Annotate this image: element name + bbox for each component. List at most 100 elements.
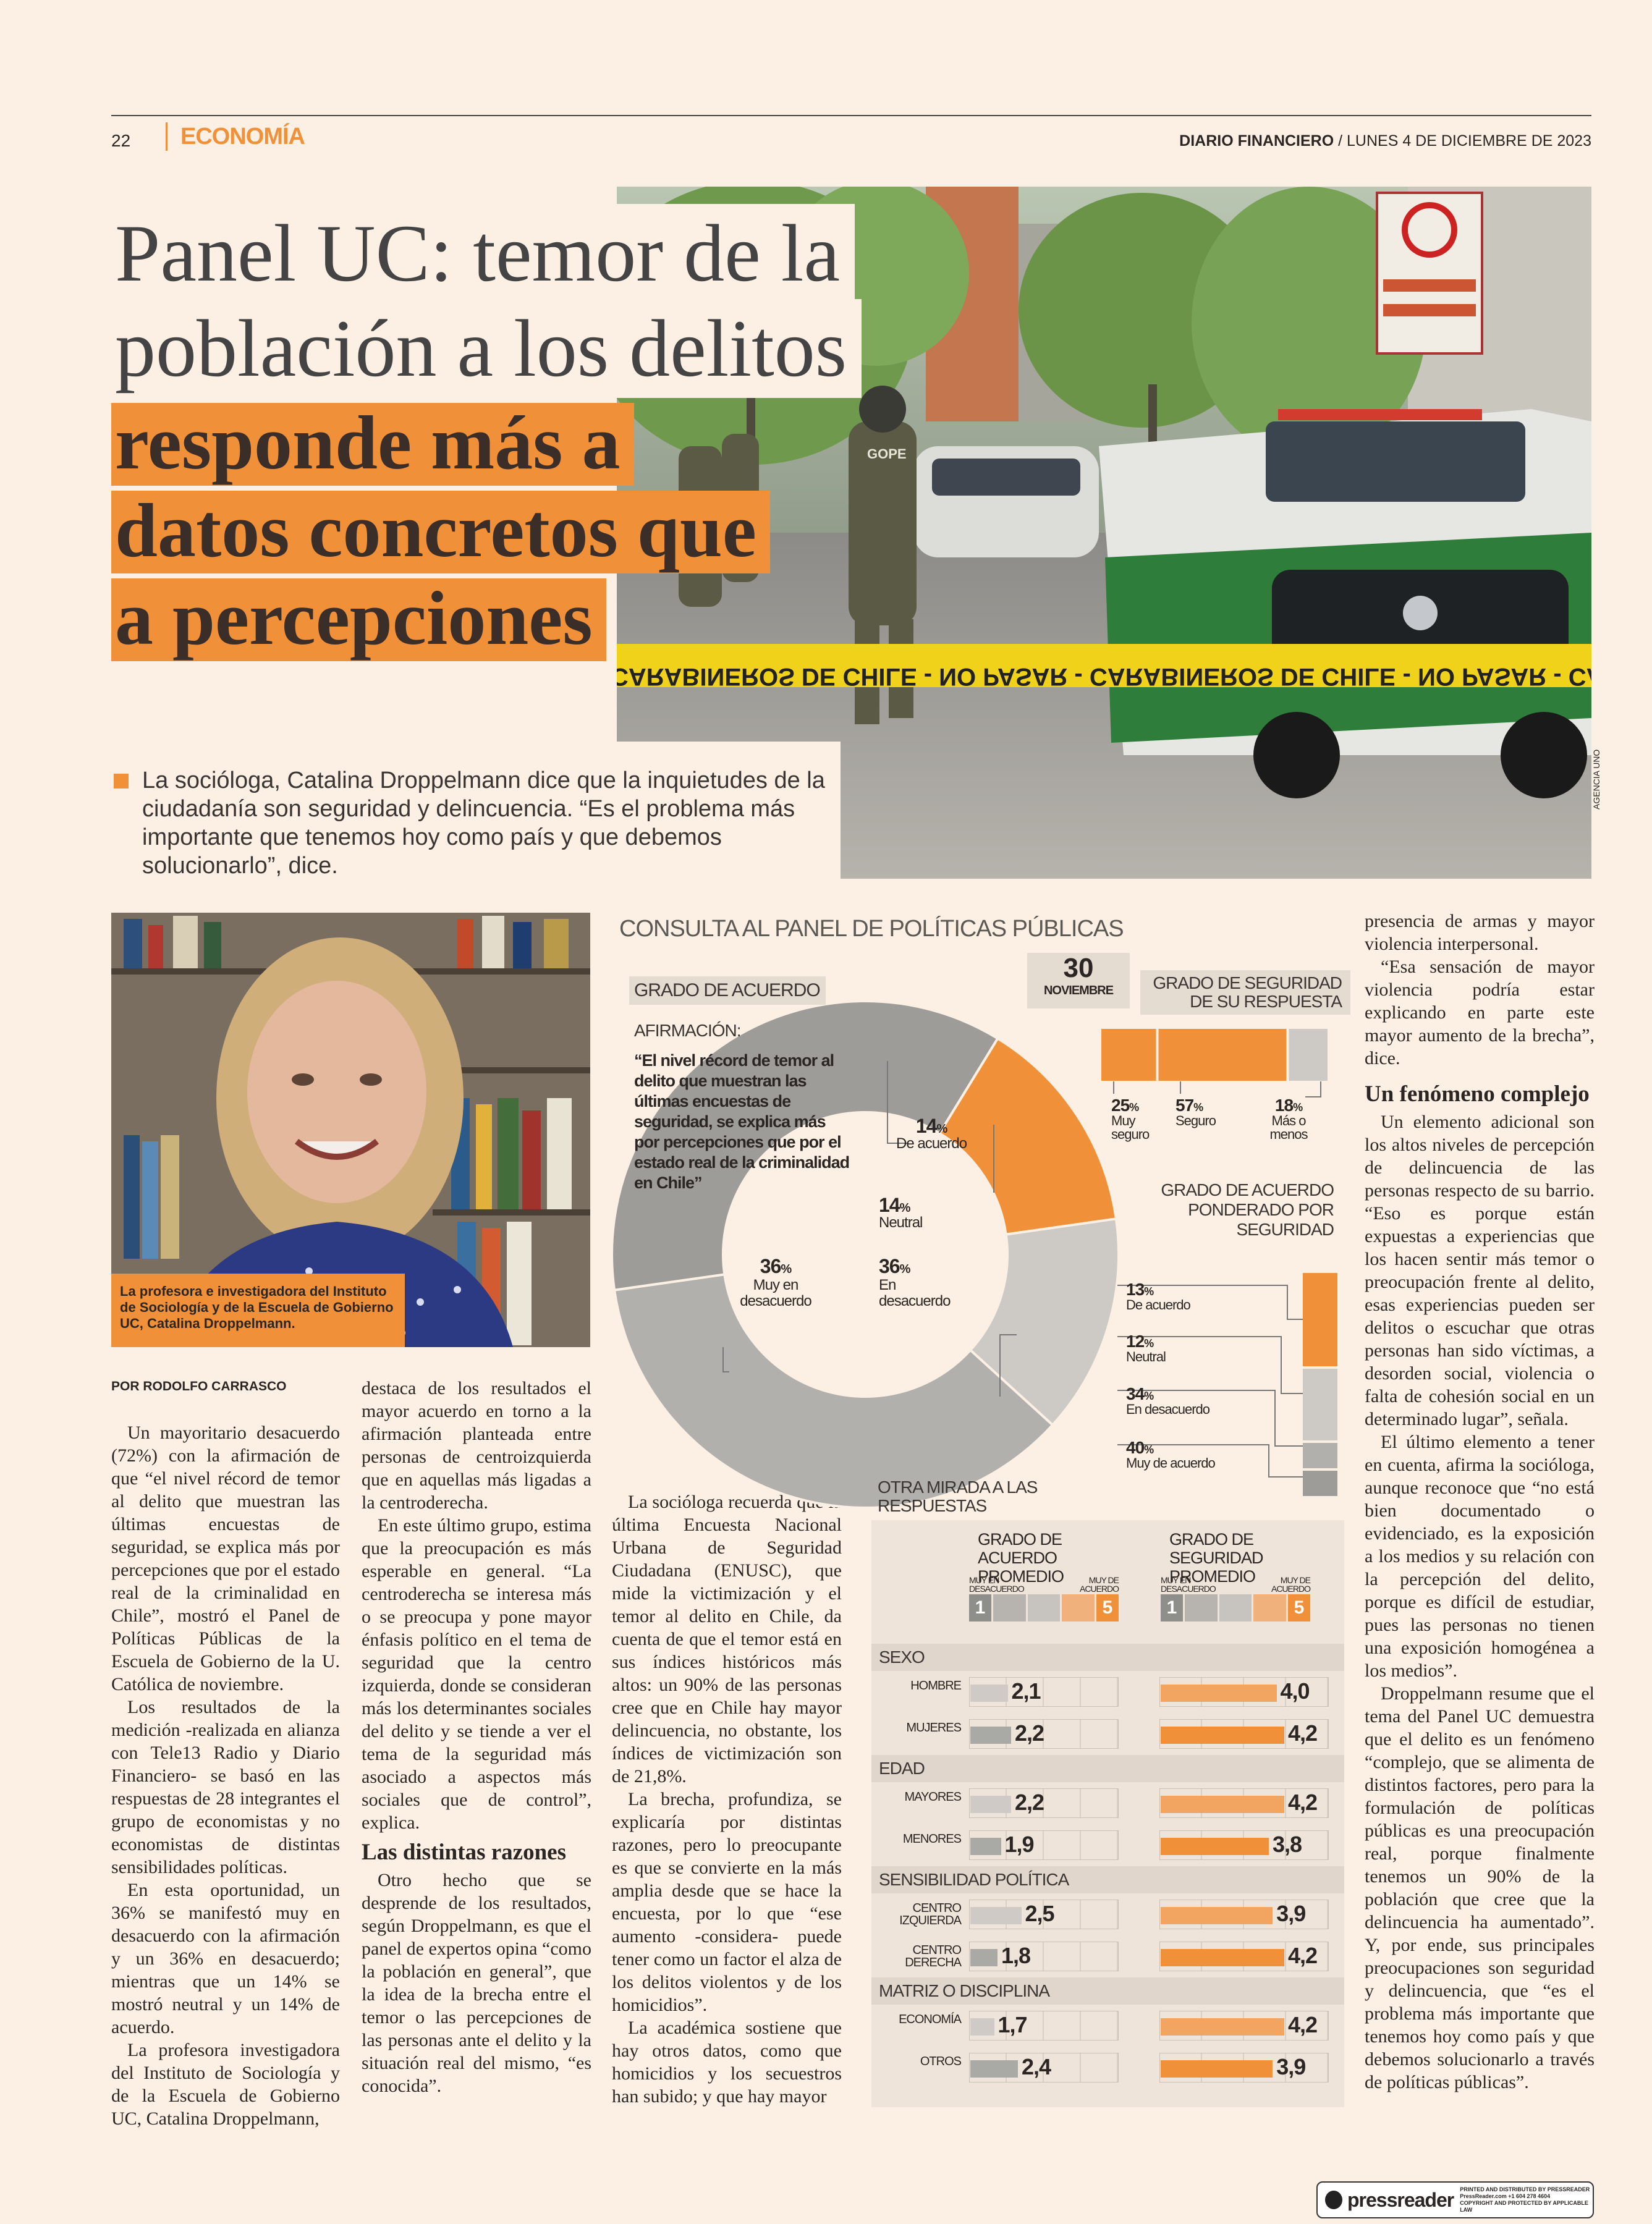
sec-bar	[1161, 1949, 1284, 1966]
lead-box	[111, 742, 841, 879]
col4-paragraph: presencia de armas y mayor violencia int…	[1365, 911, 1595, 954]
lead-text: La socióloga, Catalina Droppelmann dice …	[142, 767, 825, 879]
cat-de-acuerdo: De acuerdo	[896, 1135, 967, 1152]
other-title: OTRA MIRADA A LAS RESPUESTAS	[878, 1478, 1038, 1515]
infographic: CONSULTA AL PANEL DE POLÍTICAS PÚBLICAS …	[612, 908, 1350, 2120]
affirmation-text: “El nivel récord de temor al delito que …	[634, 1051, 850, 1192]
table-row: OTROS 2,4 3,9	[871, 2047, 1344, 2089]
agree-bar	[970, 1949, 998, 1966]
col4-paragraph: Un elemento adicional son los altos nive…	[1365, 1112, 1595, 1429]
cat-en-desacuerdo: En desacuerdo	[879, 1277, 951, 1309]
agree-bar	[970, 2060, 1018, 2078]
donut-slice-muy-en-desacuerdo	[612, 1000, 1000, 1292]
agree-value: 2,2	[1015, 1720, 1044, 1746]
sec-bar	[1161, 1727, 1284, 1744]
agree-scale: MUY EN DESACUERDO MUY DE ACUERDO 1 5	[969, 1576, 1119, 1621]
weighted-bar-muy-de-acuerdo	[1303, 1471, 1337, 1496]
sec-value: 18	[1274, 1096, 1294, 1115]
date-month: NOVIEMBRE	[1043, 984, 1114, 997]
w-label-4: 40% Muy de acuerdo	[1126, 1439, 1216, 1471]
headline-line2: población a los delitos	[111, 299, 862, 398]
header-rule	[111, 115, 1591, 116]
pct-sign: %	[936, 1122, 947, 1136]
date-box: 30 NOVIEMBRE	[1027, 953, 1130, 1008]
col4-paragraph: El último elemento a tener en cuenta, af…	[1365, 1432, 1595, 1681]
vest-label: GOPE	[867, 446, 907, 462]
affirmation-label: AFIRMACIÓN:	[634, 1021, 742, 1040]
col1-paragraph: Los resultados de la medición -realizada…	[111, 1697, 340, 1877]
cat-neutral: Neutral	[879, 1214, 923, 1231]
portrait-caption-text: La profesora e investigadora del Institu…	[120, 1283, 394, 1331]
section-name: ECONOMÍA	[180, 124, 305, 150]
label-muy-desacuerdo: 36% Muy en desacuerdo	[723, 1256, 828, 1309]
agree-avg-title: GRADO DE ACUERDO PROMEDIO	[978, 1530, 1064, 1586]
scale-min: 1	[1161, 1594, 1183, 1621]
sec-value: 4,0	[1280, 1678, 1310, 1704]
sec-value: 4,2	[1288, 1943, 1318, 1968]
agree-value: 1,7	[998, 2012, 1028, 2037]
donut-slice-de-acuerdo	[938, 1036, 1118, 1236]
agree-value: 1,9	[1004, 1832, 1035, 1857]
w-label-1: 13% De acuerdo	[1126, 1280, 1191, 1312]
agree-bar	[970, 1727, 1011, 1744]
weighted-bar-segments	[1303, 1273, 1337, 1496]
sec-bar	[1161, 2018, 1284, 2036]
label-de-acuerdo: 14% De acuerdo	[896, 1116, 967, 1152]
security-title: GRADO DE SEGURIDAD DE SU RESPUESTA	[1140, 970, 1350, 1015]
average-rows: SEXO HOMBRE 2,1 4,0 MUJERES 2,2 4,2 EDAD…	[871, 1644, 1344, 2089]
w-value: 13	[1126, 1280, 1145, 1299]
agree-value: 2,1	[1011, 1678, 1041, 1704]
row-label: MENORES	[902, 1832, 962, 1846]
sec-scale: MUY EN DESACUERDO MUY DE ACUERDO 1 5	[1161, 1576, 1311, 1621]
pct-sign: %	[1144, 1390, 1154, 1402]
donut-slice-en-desacuerdo	[612, 1273, 1055, 1509]
col4-subhead: Un fenómeno complejo	[1365, 1081, 1590, 1107]
footer-line1: PRINTED AND DISTRIBUTED BY PRESSREADER	[1460, 2186, 1590, 2192]
sec-value: 57	[1175, 1096, 1194, 1115]
w-category: En desacuerdo	[1126, 1402, 1210, 1417]
scale-max: 5	[1288, 1594, 1311, 1621]
w-label-2: 12% Neutral	[1126, 1332, 1166, 1364]
col1-paragraph: La profesora investigadora del Instituto…	[111, 2040, 340, 2129]
agree-bar	[970, 1838, 1001, 1855]
column-3: La socióloga recuerda que la última Encu…	[612, 1490, 842, 2108]
headline-line4: datos concretos que	[111, 491, 770, 573]
infographic-title: CONSULTA AL PANEL DE POLÍTICAS PÚBLICAS	[619, 916, 1124, 942]
issue-date: / LUNES 4 DE DICIEMBRE DE 2023	[1338, 132, 1591, 150]
col2-paragraph: Otro hecho que se desprende de los resul…	[362, 1870, 591, 2096]
row-label: CENTRO IZQUIERDA	[899, 1901, 962, 1927]
masthead-date: DIARIO FINANCIERO / LUNES 4 DE DICIEMBRE…	[1179, 132, 1591, 150]
col1-paragraph: En esta oportunidad, un 36% se manifestó…	[111, 1880, 340, 2037]
pct-sign: %	[1293, 1101, 1303, 1114]
table-row: MENORES 1,9 3,8	[871, 1824, 1344, 1866]
w-value: 12	[1126, 1332, 1145, 1351]
group-header: SEXO	[871, 1644, 1344, 1671]
group-header: SENSIBILIDAD POLÍTICA	[871, 1866, 1344, 1893]
agree-bar	[970, 2018, 994, 2036]
col3-paragraph: La académica sostiene que hay otros dato…	[612, 2018, 842, 2107]
pct-sign: %	[781, 1262, 792, 1276]
pressreader-brand: pressreader	[1347, 2188, 1454, 2211]
col2-paragraph: En este último grupo, estima que la preo…	[362, 1515, 591, 1833]
weighted-bar-de-acuerdo	[1303, 1273, 1337, 1366]
security-bar-más-o-menos	[1289, 1029, 1328, 1081]
sec-bar	[1161, 2060, 1273, 2078]
row-label: MAYORES	[904, 1790, 962, 1804]
pressreader-badge: pressreader PRINTED AND DISTRIBUTED BY P…	[1316, 2181, 1594, 2218]
w-category: Muy de acuerdo	[1126, 1455, 1216, 1471]
table-row: MUJERES 2,2 4,2	[871, 1713, 1344, 1755]
agree-bar	[970, 1796, 1011, 1813]
row-label: MUJERES	[906, 1721, 962, 1735]
agree-value: 2,5	[1025, 1901, 1055, 1926]
sec-value: 3,9	[1276, 1901, 1306, 1926]
sec-label-muy-seguro: 25% Muy seguro	[1111, 1097, 1161, 1141]
headline-line5: a percepciones	[111, 578, 606, 661]
column-4: presencia de armas y mayor violencia int…	[1365, 910, 1595, 2094]
headline-line1: Panel UC: temor de la	[111, 204, 855, 303]
value-en-desacuerdo: 36	[879, 1255, 900, 1277]
value-neutral: 14	[879, 1194, 900, 1216]
footer-line3: COPYRIGHT AND PROTECTED BY APPLICABLE LA…	[1460, 2200, 1588, 2213]
date-day: 30	[1063, 953, 1094, 983]
table-row: ECONOMÍA 1,7 4,2	[871, 2005, 1344, 2047]
label-neutral: 14% Neutral	[879, 1195, 923, 1231]
